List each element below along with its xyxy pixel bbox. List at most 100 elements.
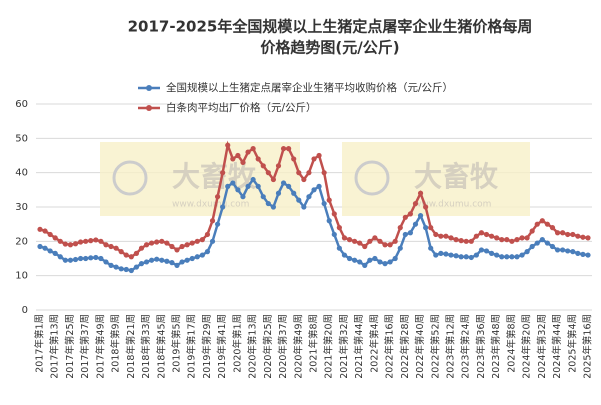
point [270, 176, 277, 183]
point [463, 254, 469, 260]
point [387, 259, 393, 265]
x-tick-label: 2018年第21周 [125, 314, 137, 379]
point [346, 255, 353, 262]
point [554, 230, 561, 236]
point [128, 254, 134, 260]
point [357, 240, 363, 246]
x-tick-label: 2024年第44周 [551, 314, 563, 379]
point [280, 180, 287, 186]
chart-title: 2017-2025年全国规模以上生猪定点屠宰企业生猪价格每周 [128, 18, 533, 36]
point [417, 212, 424, 219]
point [585, 252, 591, 258]
point [98, 238, 104, 244]
point [93, 254, 99, 261]
point [118, 249, 124, 255]
point [301, 204, 307, 210]
point [57, 238, 63, 244]
x-tick-label: 2018年第45周 [155, 314, 167, 379]
point [539, 218, 545, 224]
point [235, 187, 241, 193]
point [392, 238, 398, 244]
point [103, 242, 109, 248]
point [483, 248, 490, 254]
point [83, 255, 89, 262]
point [575, 250, 581, 256]
point [72, 241, 79, 247]
point [372, 255, 378, 262]
point [580, 234, 586, 240]
point [108, 243, 114, 250]
point [331, 231, 337, 238]
point [225, 183, 231, 189]
x-tick-label: 2019年第41周 [216, 314, 228, 379]
watermark-url: www.dxumu.com [172, 200, 249, 210]
point [123, 252, 129, 258]
point [123, 266, 129, 273]
y-tick-label: 30 [15, 202, 28, 213]
x-tick-label: 2021年第8周 [308, 314, 320, 373]
point [149, 240, 155, 246]
x-tick-label: 2017年第13周 [49, 314, 61, 379]
point [77, 255, 84, 262]
point [372, 235, 378, 241]
point [560, 230, 566, 236]
point [164, 240, 170, 246]
point [225, 142, 231, 148]
point [509, 238, 515, 244]
point [103, 259, 109, 265]
point [336, 225, 342, 231]
x-tick-label: 2020年第37周 [277, 314, 289, 379]
point [341, 235, 348, 241]
x-tick-label: 2022年第16周 [384, 314, 396, 379]
point [544, 240, 551, 246]
point [438, 233, 444, 239]
x-tick-label: 2020年第13周 [247, 314, 259, 379]
y-tick-label: 10 [15, 271, 28, 282]
point [275, 190, 282, 196]
point [585, 235, 591, 241]
point [98, 255, 104, 262]
point [331, 211, 337, 217]
point [494, 235, 500, 241]
point [169, 260, 175, 266]
point [478, 247, 485, 253]
point [453, 237, 459, 243]
point [88, 255, 94, 261]
x-tick-label: 2017年第37周 [79, 314, 91, 379]
point [351, 257, 358, 263]
point [159, 238, 165, 244]
point [448, 252, 454, 258]
point [580, 251, 586, 257]
watermarks: 大畜牧 大畜牧 www.dxumu.com www.dxumu.com [100, 142, 530, 216]
point [47, 248, 53, 254]
point [316, 152, 322, 159]
point [443, 251, 449, 257]
point [255, 156, 261, 162]
point [164, 258, 170, 264]
point [230, 156, 236, 162]
point [184, 242, 190, 248]
point [306, 170, 312, 176]
point [118, 266, 124, 272]
point [357, 259, 363, 265]
point [260, 194, 266, 200]
point [214, 221, 221, 227]
point [255, 183, 261, 189]
point [346, 237, 353, 243]
point [478, 230, 485, 236]
point [438, 250, 444, 256]
watermark-url: www.dxumu.com [414, 200, 491, 210]
point [220, 204, 226, 210]
legend-marker [146, 105, 152, 111]
point [37, 243, 43, 250]
point [367, 238, 373, 244]
point [128, 267, 134, 274]
point [260, 163, 266, 169]
point [519, 235, 525, 241]
point [240, 159, 246, 165]
point [179, 259, 185, 265]
x-tick-label: 2020年第25周 [262, 314, 274, 379]
point [184, 257, 190, 263]
point [67, 242, 74, 248]
point [250, 146, 256, 152]
